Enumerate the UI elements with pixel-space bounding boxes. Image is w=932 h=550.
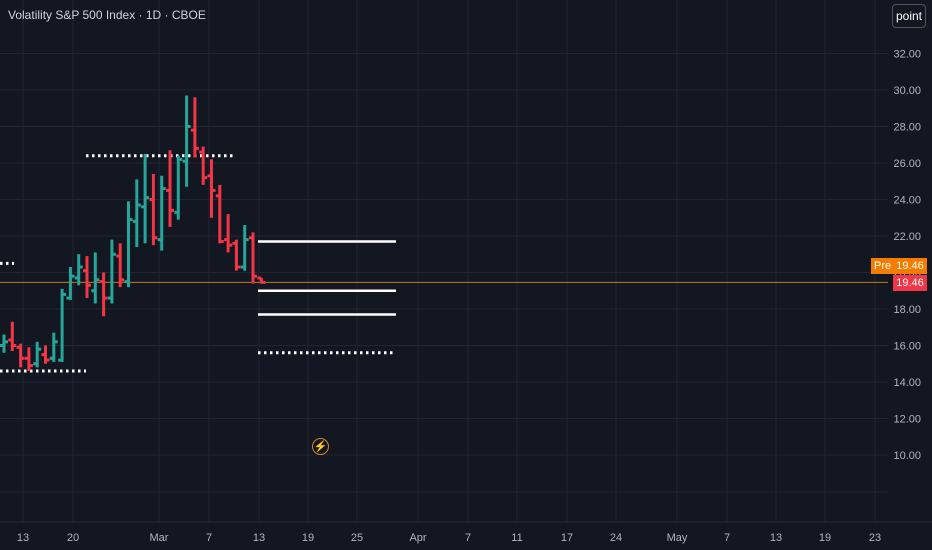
y-tick-label: 10.00 [893,450,921,462]
pre-market-price-badge: 19.46 [893,258,927,274]
y-tick-label: 28.00 [893,122,921,134]
ohlc-bar [190,97,199,158]
x-tick-label: May [667,532,688,544]
ohlc-bar [157,175,166,251]
ohlc-bar [199,146,208,185]
y-tick-label: 32.00 [893,49,921,61]
horizontal-levels [0,154,888,373]
ohlc-bar [24,347,33,372]
ohlc-bar [132,179,141,247]
y-tick-label: 14.00 [893,377,921,389]
ohlc-bar [33,341,42,368]
ohlc-bar [16,343,25,368]
ohlc-bar [91,252,100,304]
x-tick-label: 11 [511,532,522,544]
ohlc-bar [124,201,133,288]
x-tick-label: 13 [253,532,265,544]
y-tick-label: 26.00 [893,158,921,170]
pre-market-label: Pre [871,258,893,274]
x-tick-label: 25 [351,532,363,544]
ohlc-bar [224,214,233,253]
x-tick-label: Mar [150,532,169,544]
ohlc-bar [166,150,174,227]
ohlc-bar [49,332,58,362]
x-tick-label: 17 [561,532,573,544]
x-tick-label: 24 [610,532,622,544]
unit-button[interactable]: point [892,4,926,28]
y-tick-label: 12.00 [893,414,921,426]
ohlc-bar [182,95,191,187]
ohlc-bar [0,334,8,353]
x-tick-label: Apr [409,532,426,544]
ohlc-bar [41,345,50,364]
x-tick-label: 13 [770,532,782,544]
last-price-badge: 19.46 [893,275,927,291]
x-tick-label: 13 [17,532,29,544]
ohlc-bar [149,173,158,246]
lightning-icon[interactable]: ⚡ [312,438,329,455]
ohlc-bar [99,272,108,317]
ohlc-bar [215,184,224,244]
ohlc-bar [232,239,241,271]
ohlc-bar [174,155,183,220]
y-tick-label: 24.00 [893,195,921,207]
ohlc-bar [8,321,17,351]
ohlc-bar [66,267,75,300]
x-tick-label: 19 [302,532,314,544]
chart-title: Volatility S&P 500 Index · 1D · CBOE [8,8,206,22]
x-tick-label: 19 [819,532,831,544]
ohlc-bar [207,159,216,218]
ohlc-bar [74,254,83,286]
y-tick-label: 18.00 [893,304,921,316]
y-tick-label: 30.00 [893,85,921,97]
ohlc-bar [107,239,116,304]
x-tick-label: 7 [206,532,212,544]
ohlc-bar [257,276,266,284]
ohlc-bar [116,243,125,288]
ohlc-bar [83,256,91,299]
time-axis: 13 20 Mar 7 13 19 25 Apr 7 11 17 24 May 7 13 19 23 [17,532,881,544]
ohlc-bars [0,95,266,372]
ohlc-bar [141,153,150,244]
ohlc-bar [249,232,257,284]
x-tick-label: 23 [869,532,881,544]
x-tick-label: 7 [465,532,471,544]
x-tick-label: 20 [67,532,79,544]
price-axis: 10.0012.0014.0016.0018.0020.0022.0024.00… [893,49,921,463]
grid-lines [0,0,932,523]
ohlc-bar [240,225,249,271]
ohlc-bar [58,288,67,362]
x-tick-label: 7 [724,532,730,544]
y-tick-label: 16.00 [893,341,921,353]
y-tick-label: 22.00 [893,231,921,243]
